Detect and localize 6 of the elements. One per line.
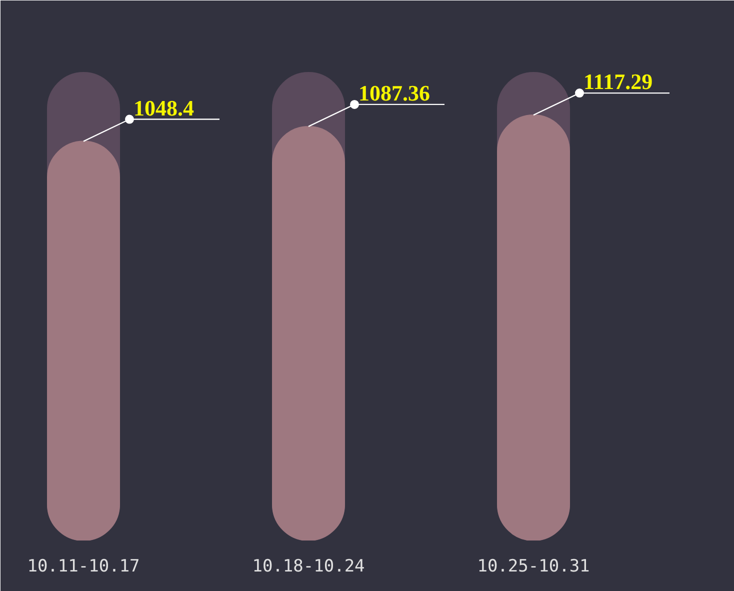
data-label: 1087.36 (358, 80, 430, 106)
data-label: 1048.4 (134, 95, 194, 120)
x-tick-label: 10.18-10.24 (252, 556, 365, 576)
data-label: 1117.29 (584, 69, 653, 94)
x-tick-label: 10.11-10.17 (27, 556, 140, 576)
x-tick-label: 10.25-10.31 (477, 556, 590, 576)
